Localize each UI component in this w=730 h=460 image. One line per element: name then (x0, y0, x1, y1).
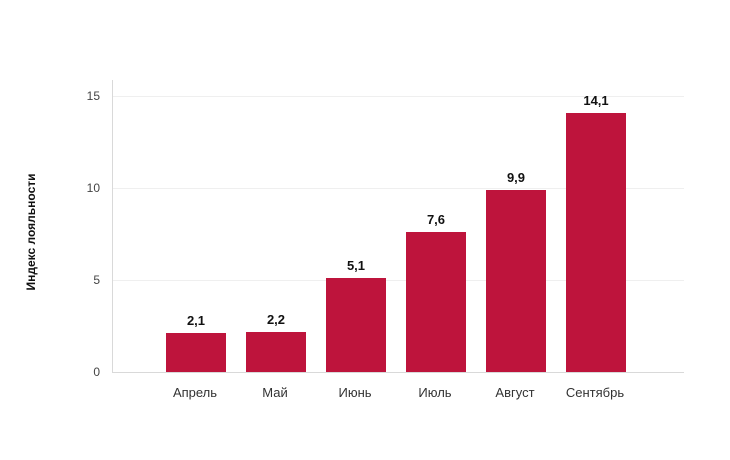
x-axis-label: Август (495, 385, 535, 400)
x-axis-label: Апрель (172, 385, 218, 400)
bar-value-label: 2,2 (266, 311, 286, 327)
y-tick-label: 15 (86, 89, 100, 103)
bar-value-label: 9,9 (506, 169, 526, 185)
y-tick-label: 5 (93, 273, 100, 287)
x-axis-labels: Апрель Май Июнь Июль Август Сентябрь (155, 385, 635, 400)
gridline-5 (113, 280, 684, 281)
bar (326, 278, 386, 372)
gridline-10 (113, 188, 684, 189)
bar-value-label: 2,1 (186, 313, 206, 329)
y-tick-label: 10 (86, 181, 100, 195)
bars-group: 2,1 2,2 5,1 7,6 9,9 14,1 (156, 80, 636, 372)
bar-slot: 14,1 (556, 93, 636, 372)
x-axis-label: Июль (418, 385, 452, 400)
plot-area: 2,1 2,2 5,1 7,6 9,9 14,1 (112, 80, 684, 373)
bar-value-label: 7,6 (426, 212, 446, 228)
y-axis-title: Индекс лояльности (24, 173, 38, 291)
bar-value-label: 14,1 (583, 92, 609, 108)
bar (246, 331, 306, 372)
x-axis-label: Май (262, 385, 288, 400)
y-axis-tick-labels: 0 5 10 15 (58, 80, 100, 379)
bar (566, 112, 626, 372)
bar-slot: 7,6 (396, 212, 476, 372)
x-axis-label: Сентябрь (565, 385, 625, 400)
bar (406, 232, 466, 372)
bar (486, 189, 546, 372)
bar (166, 333, 226, 372)
bar-value-label: 5,1 (346, 258, 366, 274)
gridline-15 (113, 96, 684, 97)
x-axis-label: Июнь (338, 385, 372, 400)
bar-slot: 5,1 (316, 258, 396, 372)
bar-slot: 2,2 (236, 312, 316, 372)
y-tick-label: 0 (93, 365, 100, 379)
bar-slot: 9,9 (476, 170, 556, 372)
bar-slot: 2,1 (156, 313, 236, 372)
